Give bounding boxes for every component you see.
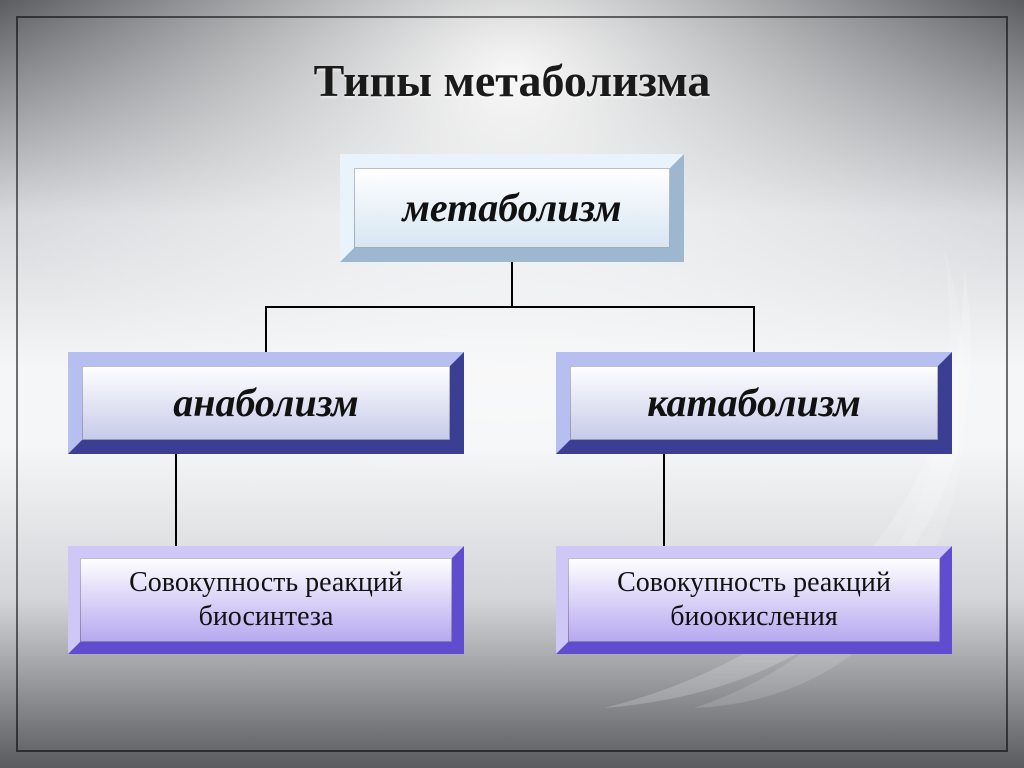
connector-root-left [266,262,512,352]
diagram-node-leaf_left: Совокупность реакций биосинтеза [68,546,464,654]
diagram-node-root: метаболизм [340,154,684,262]
connector-root-right [512,262,754,352]
diagram-node-label: анаболизм [82,366,450,440]
diagram-node-leaf_right: Совокупность реакций биоокисления [556,546,952,654]
diagram-node-label: Совокупность реакций биоокисления [568,558,940,642]
slide-title: Типы метаболизма [0,54,1024,107]
slide: Типы метаболизма метаболизм анаболизм ката… [0,0,1024,768]
diagram-node-label: метаболизм [354,168,670,248]
diagram-node-label: катаболизм [570,366,938,440]
diagram-node-label: Совокупность реакций биосинтеза [80,558,452,642]
diagram-node-left: анаболизм [68,352,464,454]
diagram-node-right: катаболизм [556,352,952,454]
